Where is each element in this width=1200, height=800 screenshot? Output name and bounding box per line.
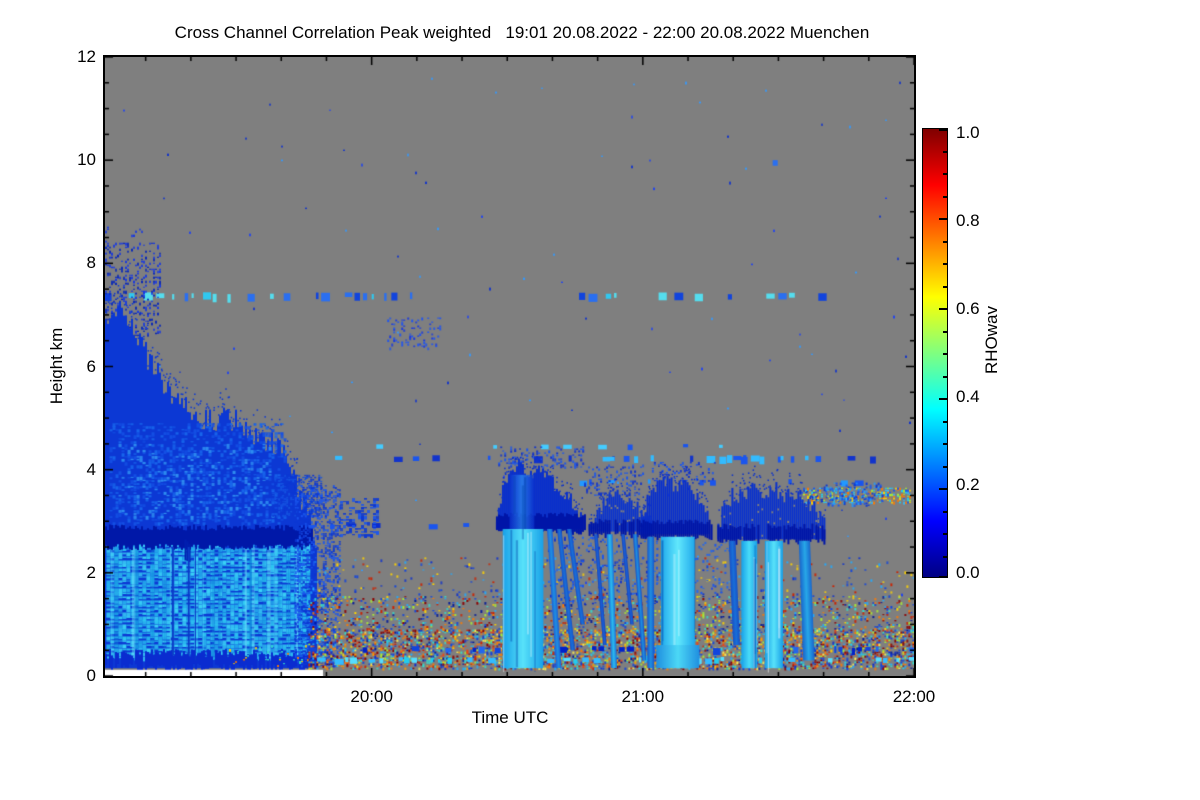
colorbar-tick xyxy=(939,576,947,578)
colorbar-tick xyxy=(943,263,947,265)
colorbar-tick xyxy=(943,510,947,513)
colorbar-tick xyxy=(943,375,947,378)
x-tick-label: 22:00 xyxy=(892,687,936,706)
heatmap-canvas xyxy=(105,57,914,676)
colorbar-tick xyxy=(943,533,947,535)
y-tick-label: 4 xyxy=(86,459,96,479)
colorbar-tick xyxy=(939,129,947,131)
colorbar-tick xyxy=(939,488,947,490)
y-tick-label: 12 xyxy=(77,47,96,66)
y-tick-label: 0 xyxy=(86,666,96,685)
y-tick-label: 2 xyxy=(86,562,96,582)
x-tick-label: 21:00 xyxy=(621,687,665,706)
colorbar-tick xyxy=(943,465,947,468)
plot-area xyxy=(103,55,916,678)
colorbar-tick xyxy=(939,218,947,220)
colorbar-tick xyxy=(943,195,947,198)
colorbar-tick xyxy=(943,330,947,333)
colorbar-tick xyxy=(939,398,947,400)
colorbar-tick-label: 0.8 xyxy=(956,211,980,230)
colorbar-tick-label: 0.6 xyxy=(956,299,980,318)
colorbar-tick xyxy=(943,443,947,445)
colorbar-tick xyxy=(939,308,947,310)
colorbar-tick-label: 0.4 xyxy=(956,387,980,406)
colorbar-tick xyxy=(943,240,947,243)
y-tick-label: 6 xyxy=(86,356,96,376)
y-tick-label: 10 xyxy=(77,150,96,170)
colorbar-tick xyxy=(943,173,947,175)
colorbar-tick xyxy=(943,420,947,423)
colorbar-tick-label: 1.0 xyxy=(956,123,980,142)
x-axis-title: Time UTC xyxy=(471,708,549,727)
colorbar-tick xyxy=(943,555,947,558)
y-tick-label: 8 xyxy=(86,253,96,273)
colorbar-tick-label: 0.0 xyxy=(956,563,980,582)
chart-title: Cross Channel Correlation Peak weighted … xyxy=(174,23,870,42)
colorbar-tick-label: 0.2 xyxy=(956,475,980,494)
x-tick-label: 20:00 xyxy=(350,687,393,706)
colorbar-tick xyxy=(943,150,947,153)
colorbar-tick xyxy=(943,353,947,355)
colorbar-tick xyxy=(943,285,947,288)
colorbar-title: RHOwav xyxy=(982,305,1001,375)
